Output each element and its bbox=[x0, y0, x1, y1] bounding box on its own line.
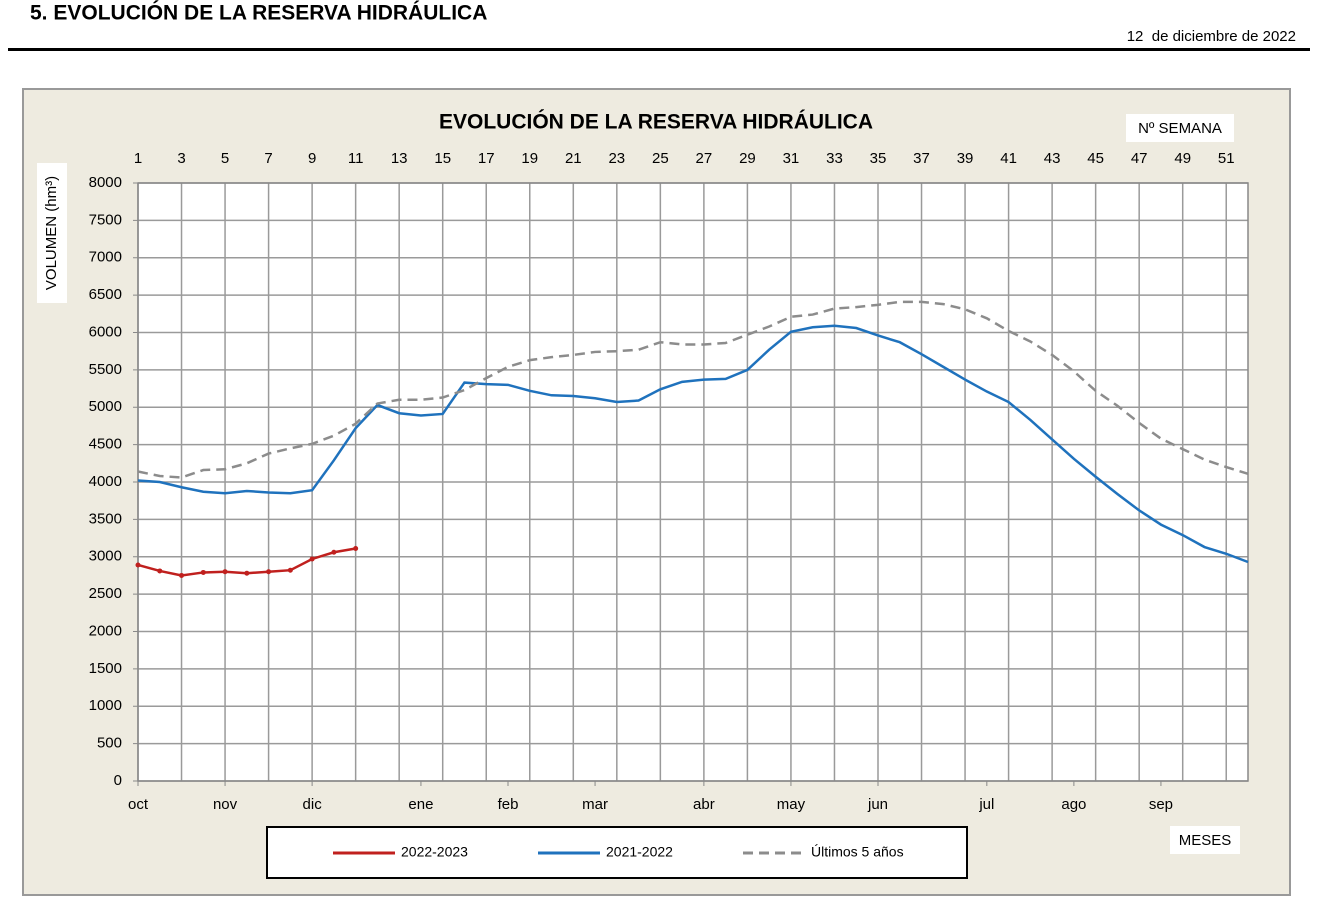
month-tick-label: jul bbox=[978, 796, 994, 813]
y-tick-label: 6000 bbox=[89, 323, 122, 340]
x-tick-label: 15 bbox=[434, 150, 451, 167]
x-tick-label: 43 bbox=[1044, 150, 1061, 167]
point-marker bbox=[287, 567, 293, 573]
y-tick-label: 7000 bbox=[89, 249, 122, 266]
y-tick-label: 1500 bbox=[89, 660, 122, 677]
y-label-box bbox=[37, 163, 67, 303]
x-tick-label: 33 bbox=[826, 150, 843, 167]
y-tick-label: 4500 bbox=[89, 436, 122, 453]
month-tick-label: dic bbox=[303, 796, 323, 813]
month-tick-label: jun bbox=[867, 796, 888, 813]
legend-label: 2021-2022 bbox=[606, 844, 673, 860]
y-tick-label: 2500 bbox=[89, 585, 122, 602]
point-marker bbox=[179, 572, 185, 578]
y-tick-label: 3500 bbox=[89, 510, 122, 527]
section-title: 5. EVOLUCIÓN DE LA RESERVA HIDRÁULICA bbox=[30, 1, 487, 25]
header-rule bbox=[8, 48, 1310, 51]
x-tick-label: 39 bbox=[957, 150, 974, 167]
x-tick-label: 17 bbox=[478, 150, 495, 167]
legend-label: Últimos 5 años bbox=[811, 844, 904, 860]
x-tick-label: 23 bbox=[608, 150, 625, 167]
x-tick-label: 49 bbox=[1174, 150, 1191, 167]
chart-title: EVOLUCIÓN DE LA RESERVA HIDRÁULICA bbox=[439, 110, 873, 134]
x-tick-label: 9 bbox=[308, 150, 316, 167]
x-tick-label: 45 bbox=[1087, 150, 1104, 167]
y-tick-label: 6500 bbox=[89, 286, 122, 303]
point-marker bbox=[222, 569, 228, 575]
x-tick-label: 5 bbox=[221, 150, 229, 167]
month-tick-label: abr bbox=[693, 796, 715, 813]
y-tick-label: 3000 bbox=[89, 548, 122, 565]
series-line bbox=[137, 300, 1249, 479]
report-date: 12 de diciembre de 2022 bbox=[1127, 28, 1296, 45]
x-tick-label: 7 bbox=[264, 150, 272, 167]
y-tick-label: 500 bbox=[97, 735, 122, 752]
x-tick-label: 31 bbox=[783, 150, 800, 167]
y-tick-label: 4000 bbox=[89, 473, 122, 490]
month-tick-label: feb bbox=[498, 796, 519, 813]
series-line bbox=[137, 324, 1249, 564]
x-tick-label: 25 bbox=[652, 150, 669, 167]
y-tick-label: 1000 bbox=[89, 697, 122, 714]
point-marker bbox=[266, 569, 272, 575]
y-tick-label: 7500 bbox=[89, 211, 122, 228]
y-tick-label: 8000 bbox=[89, 174, 122, 191]
point-marker bbox=[309, 556, 315, 562]
y-axis-label: VOLUMEN (hm³) bbox=[43, 176, 60, 290]
y-tick-label: 0 bbox=[114, 772, 122, 789]
x-label-box bbox=[1126, 114, 1234, 142]
point-marker bbox=[331, 549, 337, 555]
y-tick-label: 5000 bbox=[89, 398, 122, 415]
point-marker bbox=[244, 570, 250, 576]
month-tick-label: nov bbox=[213, 796, 238, 813]
x-tick-label: 47 bbox=[1131, 150, 1148, 167]
x-tick-label: 29 bbox=[739, 150, 756, 167]
x-tick-label: 35 bbox=[870, 150, 887, 167]
month-tick-label: may bbox=[777, 796, 806, 813]
point-marker bbox=[157, 568, 163, 574]
y-tick-label: 5500 bbox=[89, 361, 122, 378]
x2-label-box bbox=[1170, 826, 1240, 854]
x-axis-label: Nº SEMANA bbox=[1138, 120, 1222, 137]
point-marker bbox=[200, 569, 206, 575]
x-tick-label: 51 bbox=[1218, 150, 1235, 167]
point-marker bbox=[353, 546, 359, 552]
month-tick-label: ago bbox=[1061, 796, 1086, 813]
month-tick-label: mar bbox=[582, 796, 608, 813]
x-tick-label: 11 bbox=[348, 150, 364, 167]
point-marker bbox=[135, 562, 141, 568]
x-tick-label: 13 bbox=[391, 150, 408, 167]
x-tick-label: 21 bbox=[565, 150, 582, 167]
x-tick-label: 37 bbox=[913, 150, 930, 167]
month-tick-label: sep bbox=[1149, 796, 1173, 813]
month-axis-label: MESES bbox=[1179, 832, 1232, 849]
plot-border bbox=[137, 182, 1249, 782]
x-tick-label: 41 bbox=[1000, 150, 1017, 167]
month-tick-label: oct bbox=[128, 796, 149, 813]
x-tick-label: 3 bbox=[177, 150, 185, 167]
month-tick-label: ene bbox=[408, 796, 433, 813]
x-tick-label: 19 bbox=[521, 150, 538, 167]
x-tick-label: 1 bbox=[134, 150, 142, 167]
y-tick-label: 2000 bbox=[89, 622, 122, 639]
x-tick-label: 27 bbox=[696, 150, 713, 167]
legend-label: 2022-2023 bbox=[401, 844, 468, 860]
